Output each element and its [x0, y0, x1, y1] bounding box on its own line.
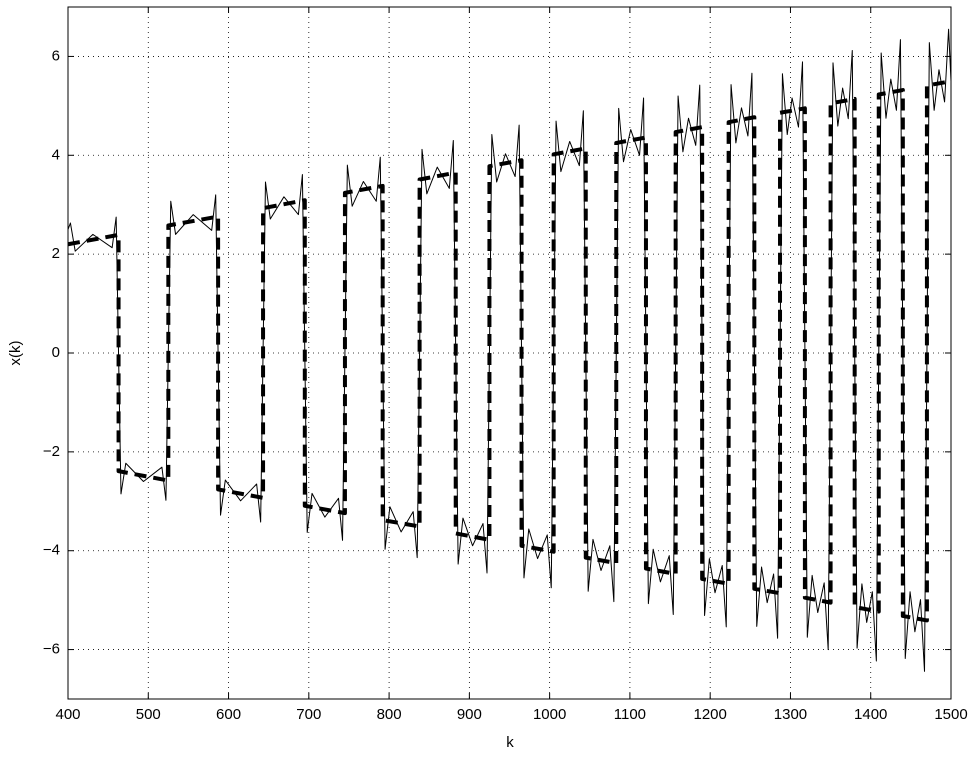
x-tick-label: 600 — [216, 706, 241, 723]
x-tick-label: 400 — [55, 706, 80, 723]
y-tick-label: 0 — [52, 344, 60, 361]
y-tick-label: −4 — [43, 542, 60, 559]
x-tick-label: 1200 — [693, 706, 726, 723]
x-tick-label: 700 — [296, 706, 321, 723]
x-tick-label: 900 — [457, 706, 482, 723]
dashed-line — [67, 79, 952, 623]
y-axis-label: x(k) — [7, 341, 24, 366]
y-tick-label: 6 — [52, 47, 60, 64]
x-tick-label: 1400 — [854, 706, 887, 723]
x-tick-label: 1300 — [774, 706, 807, 723]
y-tick-label: 4 — [52, 146, 60, 163]
y-tick-label: −6 — [43, 641, 60, 658]
x-tick-label: 1500 — [934, 706, 967, 723]
line — [67, 28, 952, 672]
plot-frame — [67, 6, 952, 700]
x-tick-label: 500 — [136, 706, 161, 723]
y-tick-label: −2 — [43, 443, 60, 460]
x-axis-label: k — [506, 734, 514, 751]
y-tick-label: 2 — [52, 245, 60, 262]
x-tick-label: 1100 — [614, 706, 646, 723]
x-tick-label: 800 — [377, 706, 402, 723]
x-tick-label: 1000 — [533, 706, 566, 723]
